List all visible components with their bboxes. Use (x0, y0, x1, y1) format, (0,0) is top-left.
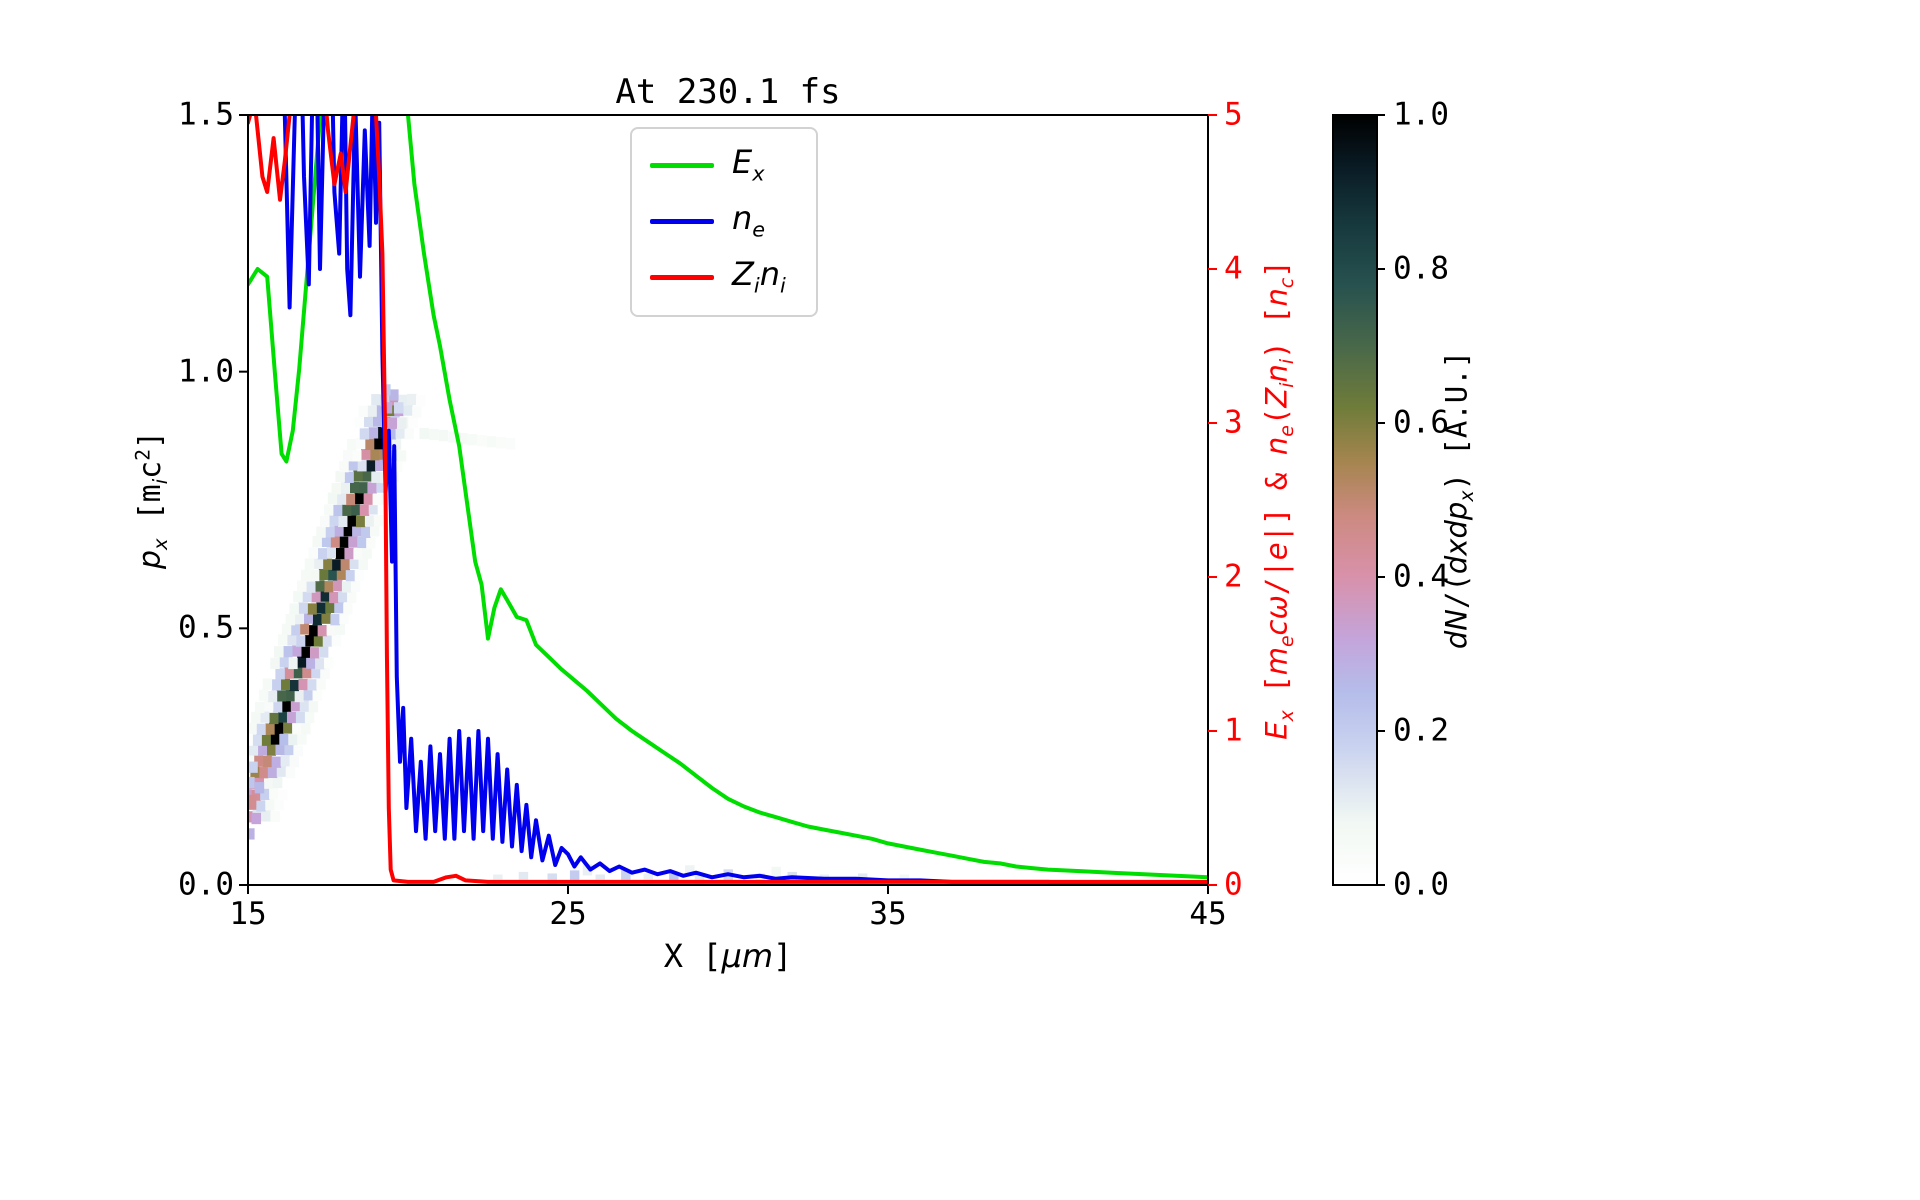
series-line-ne (282, 115, 1208, 885)
colorbar-tick-0.4: 0.4 (1393, 558, 1449, 595)
legend-line-Zini (650, 274, 714, 280)
legend-line-Ex (650, 162, 714, 168)
chart-title: At 230.1 fs (615, 72, 841, 112)
x-axis-label: X [μm] (663, 937, 793, 975)
line-series (248, 115, 1208, 885)
legend-label-Ex: Ex (732, 142, 765, 186)
legend-line-ne (650, 218, 714, 224)
colorbar-tick-1.0: 1.0 (1393, 96, 1449, 133)
colorbar-tick-0.0: 0.0 (1393, 866, 1449, 903)
colorbar-tick-0.8: 0.8 (1393, 250, 1449, 287)
legend-entry-Zini: Zini (650, 253, 786, 301)
colorbar-gradient (1333, 115, 1377, 885)
y-right-axis-label: Ex [mecω/|e|] & ne(Zini) [nc] (1259, 260, 1298, 740)
colorbar-label: dN/(dxdpx) [A.U.] (1439, 350, 1478, 650)
series-line-Zini (248, 115, 1208, 884)
phase-space-heatmap (248, 384, 909, 885)
legend-label-Zini: Zini (732, 254, 786, 298)
colorbar-frame (1332, 114, 1378, 886)
legend-entry-Ex: Ex (650, 141, 786, 189)
y-left-tick-1.0: 1.0 (178, 353, 234, 390)
plot-frame (247, 114, 1209, 886)
x-tick-15: 15 (229, 896, 267, 932)
x-tick-45: 45 (1189, 896, 1227, 932)
y-right-tick-4: 4 (1224, 250, 1243, 287)
y-left-tick-0.0: 0.0 (178, 866, 234, 903)
x-tick-35: 35 (869, 896, 907, 932)
legend-entry-ne: ne (650, 197, 786, 245)
y-right-tick-0: 0 (1224, 866, 1243, 903)
y-right-tick-3: 3 (1224, 404, 1243, 441)
y-right-tick-2: 2 (1224, 558, 1243, 595)
legend-label-ne: ne (732, 198, 766, 242)
legend: Ex ne Zini (630, 127, 818, 317)
y-left-axis-label: px [mic2] (131, 430, 173, 570)
y-right-tick-1: 1 (1224, 712, 1243, 749)
colorbar-tick-0.6: 0.6 (1393, 404, 1449, 441)
x-tick-25: 25 (549, 896, 587, 932)
y-left-tick-1.5: 1.5 (178, 96, 234, 133)
y-left-tick-0.5: 0.5 (178, 609, 234, 646)
y-right-tick-5: 5 (1224, 96, 1243, 133)
series-line-Ex (248, 115, 1208, 880)
colorbar-tick-0.2: 0.2 (1393, 712, 1449, 749)
